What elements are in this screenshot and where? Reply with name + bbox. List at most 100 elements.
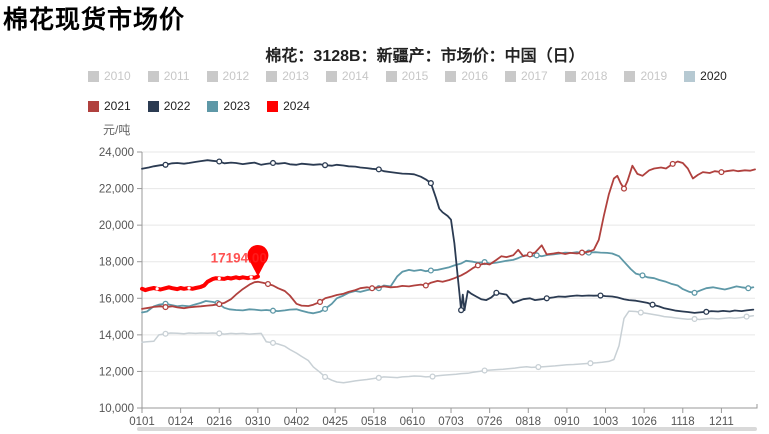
legend-swatch — [564, 70, 576, 82]
axis-line — [141, 152, 758, 409]
series-marker-2021 — [422, 282, 429, 289]
series-marker-2021 — [216, 301, 223, 308]
series-marker-2023 — [533, 252, 540, 259]
legend-swatch — [147, 70, 159, 82]
series-marker-2020 — [481, 367, 488, 374]
series-marker-2020 — [216, 330, 223, 337]
legend-swatch — [206, 70, 218, 82]
legend-item-2021[interactable]: 2021 — [88, 99, 131, 113]
series-marker-2020 — [637, 309, 644, 316]
series-line-2022 — [141, 159, 755, 314]
legend-item-2022[interactable]: 2022 — [147, 99, 191, 113]
legend-swatch — [385, 70, 397, 82]
series-marker-2022 — [375, 166, 382, 173]
legend-swatch — [88, 100, 99, 112]
legend-item-2016[interactable]: 2016 — [445, 69, 488, 83]
series-marker-2021 — [369, 285, 376, 292]
legend-item-2018[interactable]: 2018 — [564, 69, 608, 83]
x-axis-label: 0402 — [284, 416, 310, 428]
legend-swatch — [147, 100, 159, 112]
series-marker-2023 — [322, 305, 329, 312]
chart-subtitle: 棉花：3128B：新疆产：市场价：中国（日） — [265, 48, 585, 65]
y-axis-label: 24,000 — [99, 147, 134, 159]
series-marker-2024 — [155, 287, 159, 291]
legend-item-2020[interactable]: 2020 — [684, 69, 727, 83]
series-marker-2021 — [316, 298, 324, 305]
legend-item-2011[interactable]: 2011 — [147, 69, 190, 83]
series-marker-2022 — [269, 159, 277, 167]
y-axis-label: 18,000 — [99, 257, 134, 269]
series-marker-2023 — [639, 272, 646, 279]
series-marker-2020 — [429, 373, 436, 380]
series-marker-2021 — [669, 160, 676, 167]
legend-item-label: 2018 — [580, 69, 608, 83]
x-axis-label: 0425 — [322, 416, 348, 428]
y-axis-label: 22,000 — [99, 184, 134, 196]
series-marker-2024 — [217, 276, 221, 281]
legend-swatch — [267, 100, 279, 112]
series-marker-2020 — [162, 330, 169, 337]
legend-item-2015[interactable]: 2015 — [385, 69, 428, 83]
legend-row-2: 2021 2022 2023 2024 — [88, 99, 310, 113]
price-chart[interactable]: 10,000 12,000 14,000 16,000 18,000 20,000 22,0… — [0, 140, 769, 434]
x-axis-label: 0124 — [168, 416, 194, 428]
legend-item-label: 2011 — [163, 69, 190, 83]
legend-item-2017[interactable]: 2017 — [505, 69, 548, 83]
legend-item-label: 2016 — [461, 69, 489, 83]
series-marker-2021 — [718, 169, 725, 176]
series-marker-2021 — [578, 249, 586, 256]
x-axis-label: 1003 — [593, 416, 619, 428]
legend-item-2013[interactable]: 2013 — [266, 69, 309, 83]
chart-scrollbar[interactable] — [137, 427, 757, 431]
y-axis-label: 20,000 — [99, 220, 134, 232]
series-marker-2020 — [535, 363, 542, 371]
tooltip-marker — [247, 244, 269, 277]
series-line-2021 — [141, 160, 756, 310]
series-marker-2020 — [691, 315, 698, 322]
series-marker-2023 — [745, 285, 752, 292]
legend-item-2024[interactable]: 2024 — [267, 99, 310, 113]
x-axis-label: 0818 — [515, 416, 541, 428]
legend-item-label: 2022 — [163, 99, 191, 113]
legend-item-2010[interactable]: 2010 — [88, 69, 131, 83]
legend-item-2012[interactable]: 2012 — [206, 69, 249, 83]
legend-item-label: 2017 — [521, 69, 548, 83]
legend-item-label: 2021 — [104, 99, 131, 113]
series-marker-2022 — [322, 162, 329, 169]
series-marker-2020 — [322, 373, 329, 380]
series-marker-2020 — [375, 374, 382, 381]
series-marker-2021 — [162, 304, 169, 311]
legend-swatch — [624, 70, 636, 82]
series-marker-2022 — [649, 301, 656, 308]
x-axis-label: 0101 — [129, 416, 155, 428]
legend-item-label: 2023 — [223, 99, 251, 113]
series-marker-2022 — [458, 307, 465, 314]
x-axis-label: 0726 — [477, 416, 503, 428]
legend-swatch — [207, 100, 219, 112]
legend-swatch — [445, 70, 457, 82]
series-line-2020 — [141, 310, 755, 384]
series-marker-2020 — [269, 339, 277, 346]
legend-item-label: 2020 — [700, 69, 727, 83]
series-marker-2024 — [249, 275, 253, 279]
legend-swatch — [505, 70, 517, 82]
series-marker-2023 — [269, 307, 277, 314]
legend-item-2014[interactable]: 2014 — [325, 69, 369, 83]
legend-swatch — [684, 70, 696, 82]
x-axis-label: 0610 — [400, 416, 426, 428]
series-marker-2022 — [216, 158, 223, 165]
legend-item-label: 2013 — [282, 69, 309, 83]
legend-item-2019[interactable]: 2019 — [624, 69, 667, 83]
series-marker-2022 — [703, 308, 710, 315]
x-axis-label: 1118 — [671, 416, 695, 428]
series-marker-2022 — [493, 289, 500, 296]
legend-row-1: 2010 2011 2012 2013 2014 2015 2016 2017 2018 2019… — [88, 69, 727, 83]
y-axis-label: 16,000 — [99, 293, 134, 305]
x-axis-label: 0216 — [206, 416, 232, 428]
legend-swatch — [266, 70, 278, 82]
series-marker-2020 — [587, 360, 594, 367]
legend-item-2023[interactable]: 2023 — [207, 99, 250, 113]
series-marker-2022 — [162, 161, 169, 168]
series-marker-2020 — [743, 313, 750, 320]
